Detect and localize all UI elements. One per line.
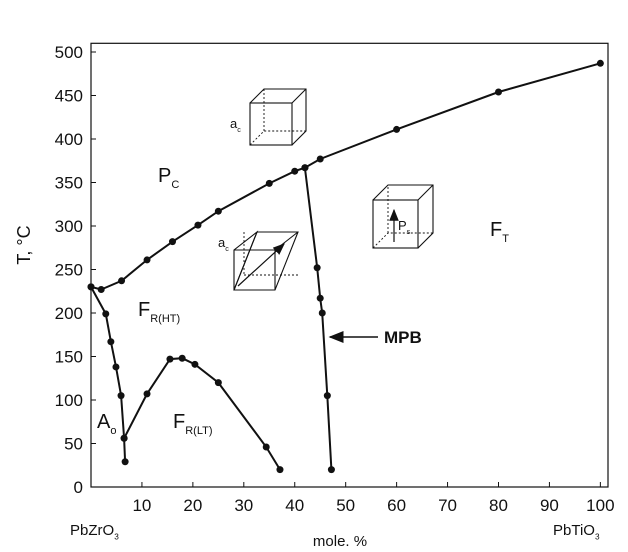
region-label: FR(HT) [138, 299, 180, 325]
y-tick-label: 50 [64, 435, 83, 454]
end-label: PbZrO3 [70, 522, 119, 542]
y-tick-label: 150 [55, 348, 83, 367]
cubic-cell [249, 88, 307, 146]
data-point [118, 277, 126, 285]
region-label-main: F [490, 219, 502, 241]
y-tick-label: 350 [55, 174, 83, 193]
x-tick-label: 70 [438, 496, 457, 515]
region-label-sub: R(HT) [150, 313, 180, 325]
region-label-sub: C [171, 179, 179, 191]
data-point [102, 310, 110, 318]
data-point [178, 354, 186, 362]
y-tick-label: 0 [74, 478, 83, 497]
phase-boundary [303, 167, 333, 470]
x-tick-label: 80 [489, 496, 508, 515]
region-label: Ao [97, 411, 116, 437]
tetragonal-cell [372, 184, 434, 249]
data-point [301, 164, 309, 172]
x-tick-label: 30 [234, 496, 253, 515]
region-label-main: A [97, 411, 111, 433]
y-tick-label: 450 [55, 87, 83, 106]
region-label-main: F [173, 411, 185, 433]
plot-frame [90, 42, 609, 488]
y-tick-label: 200 [55, 304, 83, 323]
region-label-main: P [398, 218, 407, 233]
data-point [117, 392, 125, 400]
data-point [318, 309, 326, 317]
end-label: PbTiO3 [553, 522, 600, 542]
data-point [291, 167, 299, 175]
data-point [327, 466, 335, 474]
region-label-main: a [218, 235, 226, 250]
end-label-main: PbTiO [553, 522, 595, 539]
region-label-main: a [230, 116, 238, 131]
y-tick-label: 300 [55, 217, 83, 236]
region-label: ac [218, 235, 229, 253]
rhombohedral-cell [233, 230, 299, 291]
data-point [214, 207, 222, 215]
region-label-sub: o [110, 425, 116, 437]
region-label: ac [230, 116, 241, 134]
region-label-main: MPB [384, 328, 422, 347]
x-tick-label: 90 [540, 496, 559, 515]
x-tick-label: 10 [132, 496, 151, 515]
end-label-main: PbZrO [70, 522, 114, 539]
data-point [143, 390, 151, 398]
data-point [316, 294, 324, 302]
data-point [596, 59, 604, 67]
data-point [494, 88, 502, 96]
data-point [168, 238, 176, 246]
data-point [191, 360, 199, 368]
region-label: Ps [398, 218, 411, 236]
y-tick-label: 500 [55, 43, 83, 62]
region-label: FR(LT) [173, 411, 213, 437]
phase-boundary [123, 357, 281, 471]
data-point [316, 155, 324, 163]
region-label: FT [490, 219, 509, 245]
region-label-main: F [138, 299, 150, 321]
data-point [262, 443, 270, 451]
region-label-sub: c [225, 245, 229, 253]
phase-boundary [90, 62, 601, 291]
x-tick-label: 50 [336, 496, 355, 515]
y-tick-label: 400 [55, 130, 83, 149]
region-label-sub: R(LT) [185, 425, 212, 437]
end-label-sub: 3 [114, 533, 119, 542]
region-label: PC [158, 165, 179, 191]
data-point [194, 221, 202, 229]
y-axis-label: T, °C [14, 225, 34, 264]
data-point [323, 392, 331, 400]
y-tick-label: 100 [55, 391, 83, 410]
end-label-sub: 3 [595, 533, 600, 542]
region-label: MPB [384, 328, 422, 347]
data-point [143, 256, 151, 264]
y-tick-label: 250 [55, 261, 83, 280]
data-point [276, 466, 284, 474]
x-tick-label: 40 [285, 496, 304, 515]
x-tick-label: 60 [387, 496, 406, 515]
data-point [214, 379, 222, 387]
data-point [120, 434, 128, 442]
data-point [112, 363, 120, 371]
data-point [97, 286, 105, 294]
region-label-sub: T [502, 233, 509, 245]
data-point [121, 458, 129, 466]
x-axis-label: mole. % [313, 533, 367, 550]
x-tick-label: 20 [183, 496, 202, 515]
region-label-main: P [158, 165, 171, 187]
region-label-sub: c [237, 126, 241, 134]
data-point [313, 264, 321, 272]
data-point [87, 283, 95, 291]
data-point [166, 355, 174, 363]
data-point [107, 338, 115, 346]
region-label-sub: s [407, 228, 411, 236]
x-tick-label: 100 [586, 496, 614, 515]
data-point [393, 125, 401, 133]
data-point [265, 179, 273, 187]
